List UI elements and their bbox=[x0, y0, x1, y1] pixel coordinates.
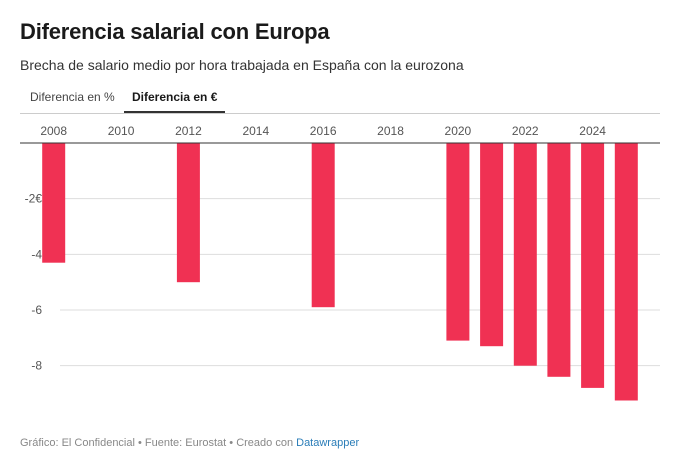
bar-2025 bbox=[614, 143, 638, 401]
bar-2023 bbox=[547, 143, 571, 377]
x-tick-label: 2022 bbox=[512, 124, 539, 138]
bar-2008 bbox=[42, 143, 66, 263]
bar-2022 bbox=[513, 143, 537, 366]
x-tick-label: 2024 bbox=[579, 124, 606, 138]
x-tick-label: 2018 bbox=[377, 124, 404, 138]
y-tick-label: -2€ bbox=[25, 192, 43, 206]
view-tabs: Diferencia en % Diferencia en € bbox=[20, 85, 660, 114]
y-tick-label: -8 bbox=[31, 359, 42, 373]
bar-2012 bbox=[176, 143, 200, 283]
y-tick-label: -4 bbox=[31, 247, 42, 261]
bar-2016 bbox=[311, 143, 335, 308]
x-tick-label: 2016 bbox=[310, 124, 337, 138]
chart-subtitle: Brecha de salario medio por hora trabaja… bbox=[20, 57, 464, 73]
bar-2020 bbox=[446, 143, 470, 341]
x-tick-label: 2014 bbox=[242, 124, 269, 138]
tab-diferencia-porcentaje[interactable]: Diferencia en % bbox=[30, 90, 115, 104]
x-tick-label: 2012 bbox=[175, 124, 202, 138]
x-tick-label: 2008 bbox=[40, 124, 67, 138]
bar-2024 bbox=[581, 143, 605, 388]
x-tick-label: 2010 bbox=[108, 124, 135, 138]
tab-diferencia-euros[interactable]: Diferencia en € bbox=[124, 85, 226, 113]
chart-title: Diferencia salarial con Europa bbox=[20, 19, 330, 44]
source-credit: Gráfico: El Confidencial • Fuente: Euros… bbox=[20, 437, 294, 449]
bar-2021 bbox=[480, 143, 504, 347]
x-tick-label: 2020 bbox=[445, 124, 472, 138]
datawrapper-link[interactable]: Datawrapper bbox=[296, 437, 360, 449]
chart-footer: Gráfico: El Confidencial • Fuente: Euros… bbox=[20, 436, 359, 450]
y-tick-label: -6 bbox=[31, 303, 42, 317]
